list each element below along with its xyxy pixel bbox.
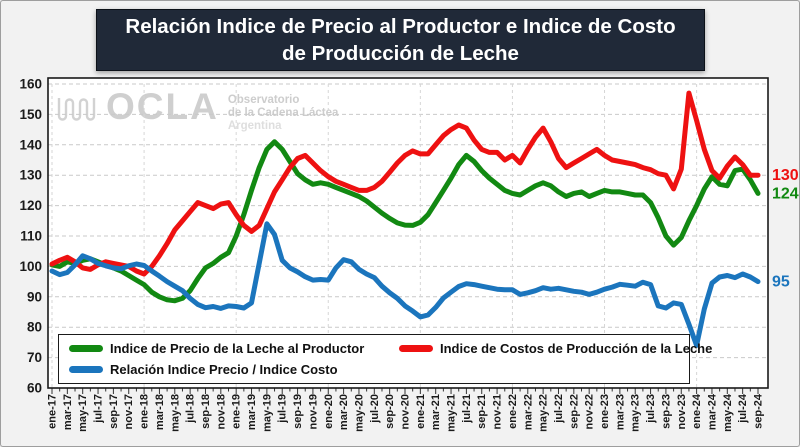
x-tick-label: nov-21 [492,394,504,429]
legend: Indice de Precio de la Leche al Producto… [58,334,712,384]
x-tick-label: may-20 [353,394,365,432]
x-tick-label: sep-23 [660,394,672,429]
chart-title: Relación Indice de Precio al Productor e… [96,9,705,71]
x-tick-label: ene-20 [323,394,335,429]
series-line-0 [49,139,761,304]
x-tick-label: may-23 [630,394,642,432]
y-tick-label: 130 [19,168,42,183]
x-tick-label: ene-24 [691,393,703,429]
x-tick-label: jul-19 [277,394,289,424]
chart-title-line1: Relación Indice de Precio al Productor e… [125,15,676,38]
x-tick-label: may-18 [169,394,181,432]
y-tick-label: 80 [27,320,42,335]
x-tick-label: may-19 [261,394,273,432]
legend-label-costos: Indice de Costos de Producción de la Lec… [440,341,713,356]
legend-label-relacion: Relación Indice Precio / Indice Costo [110,362,338,377]
x-tick-label: nov-17 [123,394,135,429]
x-tick-label: sep-22 [568,394,580,429]
x-tick-label: ene-19 [231,394,243,429]
chart-title-line2: de Producción de Leche [282,42,519,65]
x-tick-label: sep-17 [108,394,120,429]
x-tick-label: nov-19 [307,394,319,429]
y-tick-label: 110 [20,229,42,244]
y-tick-label: 160 [19,77,42,92]
x-tick-label: mar-24 [706,393,718,430]
x-tick-label: jul-20 [369,394,381,424]
x-tick-label: jul-24 [737,393,749,424]
plot-border [47,77,769,389]
x-tick-label: may-24 [722,393,734,432]
x-tick-label: mar-17 [62,394,74,430]
legend-item-relacion: Relación Indice Precio / Indice Costo [69,362,399,377]
x-tick-label: mar-22 [522,394,534,430]
ocla-subtitle: Observatorio de la Cadena Láctea Argenti… [227,94,339,132]
y-tick-label: 100 [19,259,42,274]
series-end-label-0: 124 [772,185,799,202]
x-tick-label: mar-21 [430,394,442,430]
x-tick-label: sep-20 [384,394,396,429]
x-tick-label: ene-17 [47,394,59,429]
x-tick-label: sep-19 [292,394,304,429]
ocla-wave-icon [57,98,96,121]
series-line-1 [49,90,761,277]
x-tick-label: jul-22 [553,394,565,424]
legend-swatch-precio [69,345,103,352]
x-tick-label: mar-23 [614,394,626,430]
x-tick-label: sep-21 [476,394,488,429]
legend-swatch-relacion [69,366,103,373]
x-tick-label: may-21 [446,394,458,432]
x-tick-label: may-22 [538,394,550,432]
y-tick-label: 150 [19,107,42,122]
x-tick-label: mar-20 [338,394,350,430]
series-line-2 [49,221,761,348]
ocla-logo-text: OCLA [106,86,219,127]
x-tick-label: may-17 [77,394,89,432]
legend-item-costos: Indice de Costos de Producción de la Lec… [399,341,712,356]
x-tick-label: mar-18 [154,394,166,430]
x-tick-label: ene-18 [139,394,151,429]
y-tick-label: 140 [19,137,42,152]
x-tick-label: nov-22 [584,394,596,429]
x-tick-label: jul-18 [185,394,197,424]
x-tick-label: nov-20 [400,394,412,429]
x-tick-label: mar-19 [246,394,258,430]
x-tick-label: sep-24 [753,393,765,429]
legend-label-precio: Indice de Precio de la Leche al Producto… [110,341,365,356]
x-tick-label: jul-17 [93,394,105,424]
x-tick-label: nov-18 [215,394,227,429]
series-end-label-1: 130 [772,167,799,184]
legend-swatch-costos [399,345,433,352]
y-tick-label: 70 [27,350,42,365]
x-tick-label: jul-21 [461,394,473,424]
series-end-label-2: 95 [772,274,790,291]
y-tick-label: 60 [27,381,42,396]
x-tick-label: jul-23 [645,394,657,424]
ocla-watermark: OCLA Observatorio de la Cadena Láctea Ar… [57,87,338,133]
x-tick-label: ene-21 [415,394,427,429]
x-tick-label: ene-23 [599,394,611,429]
y-tick-label: 90 [27,289,42,304]
legend-item-precio: Indice de Precio de la Leche al Producto… [69,341,399,356]
x-tick-label: ene-22 [507,394,519,429]
x-tick-label: nov-23 [676,394,688,429]
y-tick-label: 120 [19,198,42,213]
x-tick-label: sep-18 [200,394,212,429]
